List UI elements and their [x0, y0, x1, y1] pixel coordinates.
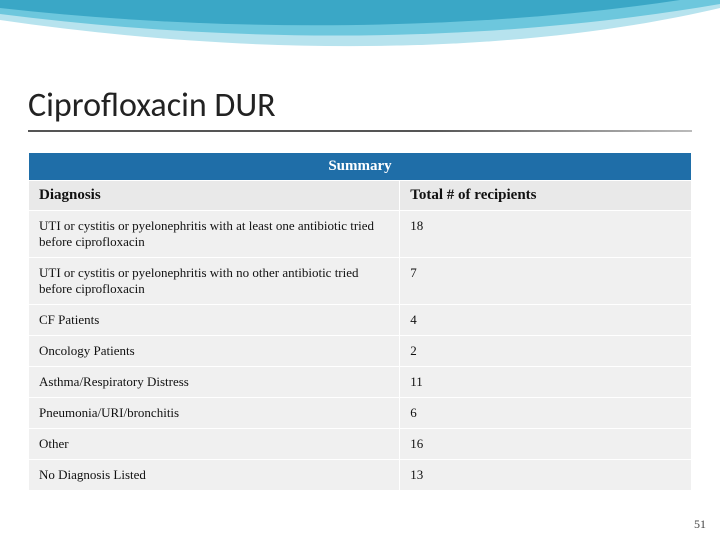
cell-diagnosis: Pneumonia/URI/bronchitis: [29, 398, 400, 429]
cell-count: 2: [400, 336, 692, 367]
column-header-count: Total # of recipients: [400, 181, 692, 211]
cell-count: 7: [400, 258, 692, 305]
table-row: Oncology Patients 2: [29, 336, 692, 367]
page-number: 51: [694, 517, 706, 532]
summary-table: Summary Diagnosis Total # of recipients …: [28, 152, 692, 491]
decorative-swoosh: [0, 0, 720, 80]
cell-count: 16: [400, 429, 692, 460]
title-underline: [28, 130, 692, 132]
cell-count: 18: [400, 211, 692, 258]
cell-count: 6: [400, 398, 692, 429]
cell-count: 11: [400, 367, 692, 398]
table-row: CF Patients 4: [29, 305, 692, 336]
column-header-diagnosis: Diagnosis: [29, 181, 400, 211]
cell-diagnosis: UTI or cystitis or pyelonephritis with a…: [29, 211, 400, 258]
cell-diagnosis: CF Patients: [29, 305, 400, 336]
table-row: Pneumonia/URI/bronchitis 6: [29, 398, 692, 429]
table-row: UTI or cystitis or pyelonephritis with a…: [29, 211, 692, 258]
summary-table-wrap: Summary Diagnosis Total # of recipients …: [28, 152, 692, 491]
table-row: Other 16: [29, 429, 692, 460]
cell-diagnosis: UTI or cystitis or pyelonephritis with n…: [29, 258, 400, 305]
cell-count: 13: [400, 460, 692, 491]
table-row: UTI or cystitis or pyelonephritis with n…: [29, 258, 692, 305]
summary-header: Summary: [29, 153, 692, 181]
cell-diagnosis: Other: [29, 429, 400, 460]
cell-count: 4: [400, 305, 692, 336]
cell-diagnosis: No Diagnosis Listed: [29, 460, 400, 491]
page-title: Ciprofloxacin DUR: [28, 85, 276, 126]
table-row: Asthma/Respiratory Distress 11: [29, 367, 692, 398]
table-row: No Diagnosis Listed 13: [29, 460, 692, 491]
cell-diagnosis: Oncology Patients: [29, 336, 400, 367]
cell-diagnosis: Asthma/Respiratory Distress: [29, 367, 400, 398]
